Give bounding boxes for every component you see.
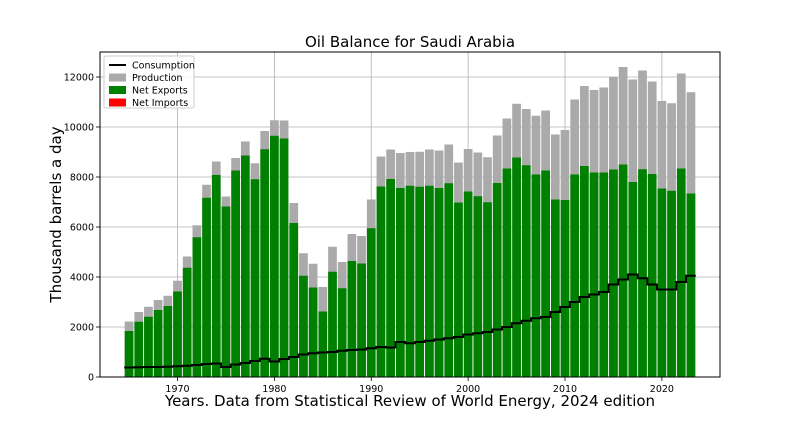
net-exports-bar [211, 175, 221, 377]
chart-title: Oil Balance for Saudi Arabia [305, 33, 515, 51]
y-tick-label: 6000 [70, 223, 94, 234]
net-exports-bar [638, 169, 647, 377]
net-exports-bar [676, 168, 686, 377]
net-exports-bar [609, 169, 618, 377]
legend-label: Consumption [132, 61, 195, 72]
net-exports-bar [144, 316, 153, 377]
x-axis-ticks: 1970 1980 1990 2000 2010 2020 [165, 377, 674, 395]
net-exports-bar [386, 179, 395, 377]
net-exports-bar [657, 188, 667, 377]
net-exports-bar [667, 190, 676, 377]
y-tick-label: 12000 [64, 73, 94, 84]
net-exports-bar [395, 188, 405, 377]
net-exports-bar [434, 188, 444, 377]
net-exports-bar [492, 183, 502, 377]
consumption-line [124, 273, 696, 369]
net-exports-bar [231, 170, 240, 377]
net-exports-bar [163, 306, 173, 377]
y-axis-ticks: 0 2000 4000 6000 8000 10000 12000 [64, 73, 100, 384]
net-exports-bar [521, 165, 531, 377]
net-exports-bar [473, 196, 483, 377]
net-exports-bar [134, 321, 144, 377]
net-exports-bar [541, 170, 550, 377]
legend-box [103, 55, 195, 109]
net-exports-bar [570, 174, 580, 377]
legend-swatch-production [109, 73, 126, 82]
net-exports-bar [502, 168, 512, 377]
net-exports-bar [299, 275, 308, 377]
consumption-line-group [124, 273, 696, 369]
net-exports-bar [279, 138, 289, 377]
x-tick-label: 1990 [359, 384, 383, 395]
net-exports-bar [328, 271, 337, 377]
net-exports-bar [531, 174, 541, 377]
net-exports-bar [289, 223, 299, 377]
net-exports-bar [221, 206, 231, 377]
net-exports-bar [270, 135, 279, 377]
net-exports-bar [599, 172, 609, 377]
net-exports-bar [628, 182, 638, 377]
net-exports-bar [182, 267, 192, 377]
y-tick-label: 2000 [70, 323, 94, 334]
x-tick-label: 1970 [165, 384, 189, 395]
legend-label: Net Exports [132, 86, 188, 97]
net-exports-bar [308, 287, 318, 377]
net-exports-bar [153, 310, 163, 377]
net-exports-bar [647, 174, 657, 377]
net-exports-bar [550, 199, 560, 377]
net-exports-bar [415, 186, 425, 377]
net-exports-bar [240, 155, 250, 377]
net-exports-bar [444, 183, 454, 377]
legend-swatch-net-imports [109, 98, 126, 107]
plot-frame [99, 51, 721, 378]
net-exports-bar [618, 164, 628, 377]
net-exports-bar [580, 166, 589, 377]
net-exports-bar [512, 157, 521, 377]
net-exports-bar [337, 288, 347, 377]
y-axis-label: Thousand barrels a day [47, 126, 65, 303]
x-tick-label: 1980 [262, 384, 286, 395]
net-exports-bar [560, 200, 570, 377]
net-exports-bars [124, 135, 696, 377]
y-tick-label: 10000 [64, 123, 94, 134]
legend-label: Net Imports [132, 98, 188, 109]
x-tick-label: 2010 [553, 384, 577, 395]
net-exports-bar [405, 185, 415, 377]
net-exports-bar [173, 291, 182, 377]
net-exports-bar [260, 149, 270, 377]
x-axis-label: Years. Data from Statistical Review of W… [164, 392, 655, 410]
net-exports-bar [589, 172, 599, 377]
net-exports-bar [357, 263, 366, 377]
net-exports-bar [463, 191, 473, 377]
legend-swatch-net-exports [109, 86, 126, 94]
net-exports-bar [318, 311, 328, 377]
y-tick-label: 4000 [70, 273, 94, 284]
x-tick-label: 2000 [456, 384, 480, 395]
net-exports-bar [483, 202, 492, 377]
x-tick-label: 2020 [650, 384, 674, 395]
net-exports-bar [686, 193, 696, 377]
y-tick-label: 8000 [70, 173, 94, 184]
net-exports-bar [366, 228, 376, 377]
net-exports-bar [124, 331, 134, 377]
net-exports-bar [192, 237, 202, 377]
legend-label: Production [132, 73, 183, 84]
net-exports-bar [454, 202, 463, 377]
y-tick-label: 0 [88, 373, 94, 384]
net-exports-bar [376, 186, 386, 377]
net-exports-bar [250, 179, 260, 377]
net-exports-bar [347, 261, 357, 377]
net-exports-bar [425, 185, 434, 377]
net-exports-bar [202, 197, 211, 377]
